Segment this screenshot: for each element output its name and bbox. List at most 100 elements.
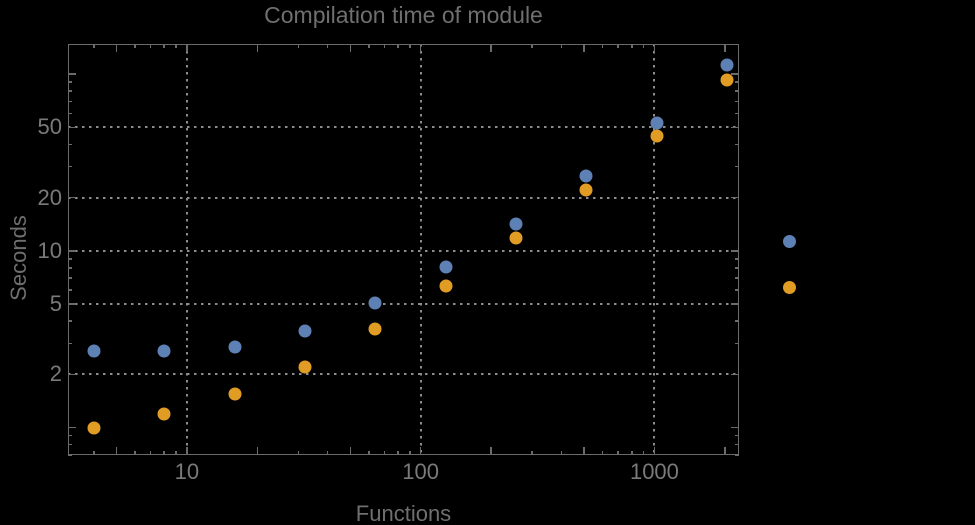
x-tick-6 [134,451,136,455]
x-tick-7 [149,44,152,48]
x-tick-600 [601,451,604,455]
x-tick-30 [297,44,300,48]
data-point-series-1 [157,344,171,358]
y-tick-70 [735,100,739,103]
y-tick-20 [731,196,739,199]
y-tick-60 [68,112,72,115]
x-tick-60 [368,451,370,455]
x-tick-300 [531,44,533,48]
x-tick-2000 [724,447,726,455]
y-tick-80 [68,90,72,92]
y-tick-0.8 [735,443,739,446]
y-tick-label-10: 10 [37,237,62,263]
x-tick-50 [349,447,352,455]
x-tick-label-100: 100 [402,459,440,484]
x-tick-7 [149,451,152,455]
x-tick-label-1000: 1000 [629,459,679,484]
x-tick-1000 [653,44,656,52]
x-tick-20 [256,447,259,455]
data-point-series-1 [87,344,101,358]
gridline-y-50 [68,126,739,129]
y-tick-40 [68,143,72,146]
y-tick-label-20: 20 [37,184,62,210]
y-tick-6 [735,289,739,291]
y-tick-0.7000000000000001 [68,454,72,456]
data-point-series-1 [650,116,664,130]
y-tick-90 [68,81,72,83]
y-tick-9 [735,258,739,260]
y-tick-8 [735,267,739,269]
legend-marker-series-1-icon [783,235,796,248]
x-tick-100 [419,44,422,52]
y-tick-80 [735,90,739,92]
x-tick-6 [134,44,136,48]
x-axis-title: Functions [355,501,452,525]
x-tick-5 [115,447,118,455]
data-point-series-2 [87,421,101,435]
x-tick-700 [617,451,619,455]
data-point-series-2 [650,129,664,143]
x-tick-500 [583,44,585,52]
y-tick-1 [68,426,76,429]
x-tick-5 [115,44,118,52]
data-point-series-1 [298,324,312,338]
data-point-series-2 [368,322,382,336]
y-tick-5 [731,303,739,305]
x-tick-20 [256,44,259,52]
gridline-y-5 [68,303,739,306]
x-tick-200 [490,44,492,52]
x-tick-70 [383,44,386,48]
legend-marker-series-2-icon [783,281,796,294]
x-tick-9 [175,451,177,455]
y-tick-8 [68,267,72,269]
y-tick-50 [731,126,739,129]
y-tick-100 [68,73,76,75]
y-tick-20 [68,196,76,199]
data-point-series-1 [579,169,593,183]
data-point-series-2 [298,360,312,374]
y-tick-5 [68,303,76,305]
y-tick-4 [68,320,72,322]
y-tick-3 [68,342,72,345]
data-point-series-1 [439,260,453,274]
y-tick-100 [731,73,739,75]
y-tick-60 [735,112,739,115]
y-tick-30 [68,165,72,168]
x-tick-100 [419,447,422,455]
y-tick-9 [68,258,72,260]
y-tick-10 [68,250,76,252]
y-tick-label-50: 50 [37,114,62,140]
data-point-series-2 [439,279,453,293]
x-tick-400 [560,44,563,48]
x-tick-900 [642,451,645,455]
x-tick-10 [186,44,188,52]
x-tick-4 [93,44,95,48]
y-tick-0.7000000000000001 [735,454,739,456]
plot-area [68,44,739,456]
gridline-x-100 [419,44,422,455]
data-point-series-1 [228,340,242,354]
y-tick-90 [735,81,739,83]
data-point-series-1 [509,217,523,231]
x-tick-300 [531,451,533,455]
chart-title: Compilation time of module [264,2,543,28]
y-tick-4 [735,320,739,322]
y-tick-7 [735,277,739,279]
gridline-x-1000 [653,44,656,455]
gridline-y-20 [68,196,739,199]
x-tick-90 [409,451,411,455]
x-tick-40 [326,44,329,48]
y-tick-50 [68,126,76,129]
x-tick-1000 [653,447,656,455]
gridline-y-2 [68,373,739,376]
x-tick-10 [186,447,188,455]
gridline-y-10 [68,249,739,252]
x-tick-900 [642,44,645,48]
x-tick-30 [297,451,300,455]
x-tick-800 [631,451,633,455]
y-tick-label-2: 2 [49,361,62,387]
y-tick-1 [731,426,739,429]
data-point-series-2 [579,183,593,197]
x-tick-80 [397,44,399,48]
